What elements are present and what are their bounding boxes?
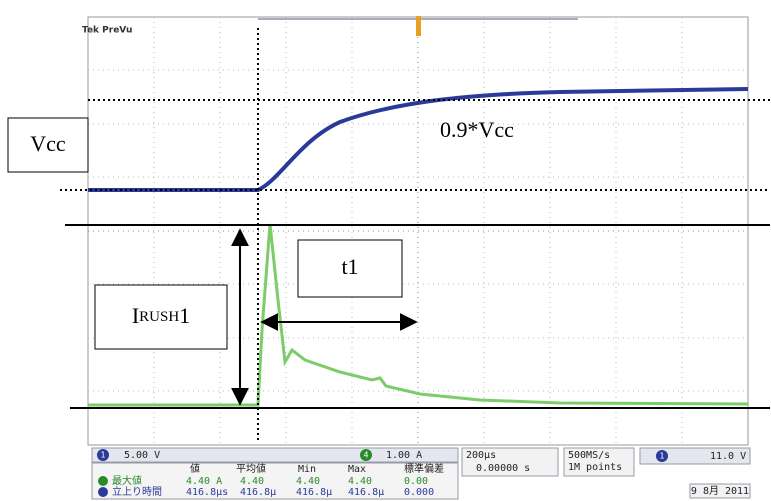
brand-label: Tek PreVu <box>82 26 132 36</box>
irush-main: I <box>132 303 139 328</box>
col-header: 標準偏差 <box>404 462 444 475</box>
irush-index: 1 <box>179 303 190 328</box>
cell: 416.8µs <box>186 487 228 498</box>
cell: 4.40 <box>240 476 264 487</box>
row-label: 最大値 <box>112 474 142 487</box>
trig-ch: 1 <box>659 452 664 461</box>
cell: 0.000 <box>404 487 434 498</box>
threshold-label: 0.9*Vcc <box>440 117 514 142</box>
cell: 0.00 <box>404 476 428 487</box>
ch4-scale: 1.00 A <box>386 450 422 461</box>
ch4-num: 4 <box>363 451 368 460</box>
col-header: Max <box>348 464 366 475</box>
record-length: 1M points <box>568 462 622 473</box>
col-header: Min <box>298 464 316 475</box>
col-header: 平均値 <box>236 462 266 475</box>
row-label: 立上り時間 <box>112 485 162 498</box>
irush-sub: RUSH <box>139 309 179 325</box>
sample-rate: 500MS/s <box>568 450 610 461</box>
cell: 4.40 A <box>186 476 222 487</box>
trig-level: 11.0 V <box>710 451 746 462</box>
cell: 416.8µ <box>348 487 384 498</box>
cell: 416.8µ <box>296 487 332 498</box>
timebase: 200µs <box>466 450 496 461</box>
t1-label: t1 <box>341 254 358 279</box>
ch1-num: 1 <box>100 451 105 460</box>
cell: 4.40 <box>296 476 320 487</box>
cell: 416.8µ <box>240 487 276 498</box>
trigger-marker <box>416 16 421 36</box>
trigger-pos: 0.00000 s <box>476 463 530 474</box>
date: 9 8月 2011 <box>691 485 749 497</box>
col-header: 値 <box>190 462 200 475</box>
ch1-scale: 5.00 V <box>124 450 160 461</box>
vcc-label: Vcc <box>30 131 66 156</box>
scope-screenshot: Tek PreVu Vcc 0.9*Vcc t1 IRUSH1 1 5.00 V… <box>0 0 771 501</box>
cell: 4.40 <box>348 476 372 487</box>
